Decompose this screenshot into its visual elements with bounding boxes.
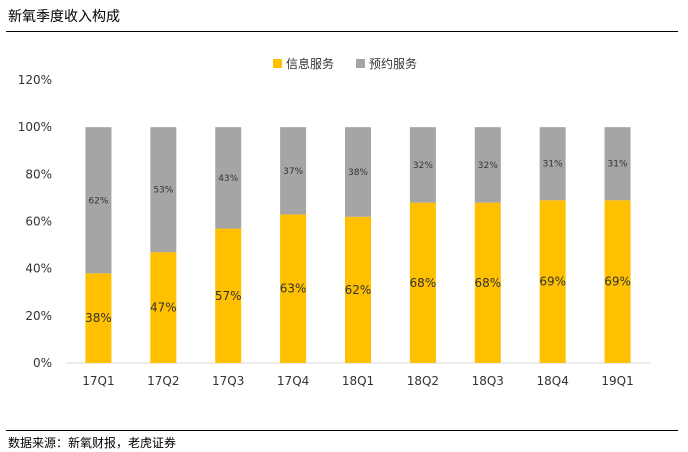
data-label: 38% bbox=[85, 311, 112, 325]
bar-info-service bbox=[345, 216, 371, 363]
chart-title: 新氧季度收入构成 bbox=[8, 9, 120, 25]
data-label: 38% bbox=[348, 168, 368, 178]
y-tick-label: 120% bbox=[18, 73, 52, 87]
y-tick-label: 40% bbox=[25, 262, 52, 276]
y-tick-label: 20% bbox=[25, 309, 52, 323]
bar-info-service bbox=[409, 202, 436, 363]
x-tick-label: 17Q2 bbox=[147, 374, 179, 388]
x-tick-label: 18Q3 bbox=[472, 374, 504, 388]
data-label: 63% bbox=[280, 282, 307, 296]
bar-info-service bbox=[215, 228, 242, 363]
x-tick-label: 17Q1 bbox=[82, 374, 114, 388]
top-rule bbox=[6, 31, 678, 32]
y-axis: 0% 20% 40% 60% 80% 100% 120% bbox=[18, 73, 52, 370]
data-label: 53% bbox=[153, 186, 173, 196]
legend-swatch bbox=[356, 59, 365, 68]
legend: 信息服务 预约服务 bbox=[273, 56, 417, 71]
bar-info-service bbox=[474, 202, 501, 363]
bar-booking-service bbox=[604, 127, 631, 201]
data-label: 32% bbox=[478, 161, 498, 171]
legend-swatch bbox=[273, 59, 282, 68]
legend-label: 信息服务 bbox=[286, 56, 334, 71]
data-label: 62% bbox=[88, 196, 108, 206]
bar-booking-service bbox=[539, 127, 566, 201]
data-label: 47% bbox=[150, 301, 177, 315]
data-label: 69% bbox=[539, 275, 566, 289]
y-tick-label: 80% bbox=[25, 167, 52, 181]
bar-booking-service bbox=[345, 127, 371, 217]
data-label: 31% bbox=[608, 160, 628, 170]
bar-booking-service bbox=[150, 127, 177, 253]
x-tick-label: 19Q1 bbox=[601, 374, 633, 388]
bar-info-service bbox=[280, 214, 307, 363]
y-tick-label: 0% bbox=[33, 356, 52, 370]
bar-booking-service bbox=[280, 127, 307, 215]
x-tick-label: 17Q3 bbox=[212, 374, 244, 388]
data-label: 62% bbox=[345, 283, 372, 297]
bar-info-service bbox=[604, 200, 631, 363]
bar-booking-service bbox=[215, 127, 242, 229]
bar-booking-service bbox=[474, 127, 501, 203]
bar-booking-service bbox=[409, 127, 436, 203]
bars: 38% 62% 47% 53% 57% 43% 63% 37% 62% 38% 68% 32% 68% 3… bbox=[85, 127, 631, 363]
stacked-bar-chart: 0% 20% 40% 60% 80% 100% 120% 38% 62% 47% 53% 57% 43… bbox=[18, 56, 650, 388]
data-label: 68% bbox=[474, 276, 501, 290]
data-label: 32% bbox=[413, 161, 433, 171]
bar-info-service bbox=[150, 252, 177, 363]
data-label: 69% bbox=[604, 275, 631, 289]
x-axis-labels: 17Q1 17Q2 17Q3 17Q4 18Q1 18Q2 18Q3 18Q4 19Q1 bbox=[82, 374, 633, 388]
y-tick-label: 60% bbox=[25, 215, 52, 229]
data-label: 68% bbox=[410, 276, 437, 290]
bar-info-service bbox=[539, 200, 566, 363]
data-label: 43% bbox=[218, 174, 238, 184]
bar-booking-service bbox=[85, 127, 112, 274]
x-tick-label: 18Q2 bbox=[407, 374, 439, 388]
data-label: 57% bbox=[215, 289, 242, 303]
x-tick-label: 18Q4 bbox=[536, 374, 568, 388]
x-tick-label: 18Q1 bbox=[342, 374, 374, 388]
bar-info-service bbox=[85, 273, 112, 363]
bottom-rule bbox=[6, 430, 678, 431]
x-tick-label: 17Q4 bbox=[277, 374, 309, 388]
y-tick-label: 100% bbox=[18, 120, 52, 134]
data-label: 37% bbox=[283, 167, 303, 177]
data-label: 31% bbox=[543, 160, 563, 170]
legend-label: 预约服务 bbox=[369, 56, 417, 71]
source-note: 数据来源：新氧财报，老虎证券 bbox=[8, 436, 177, 450]
